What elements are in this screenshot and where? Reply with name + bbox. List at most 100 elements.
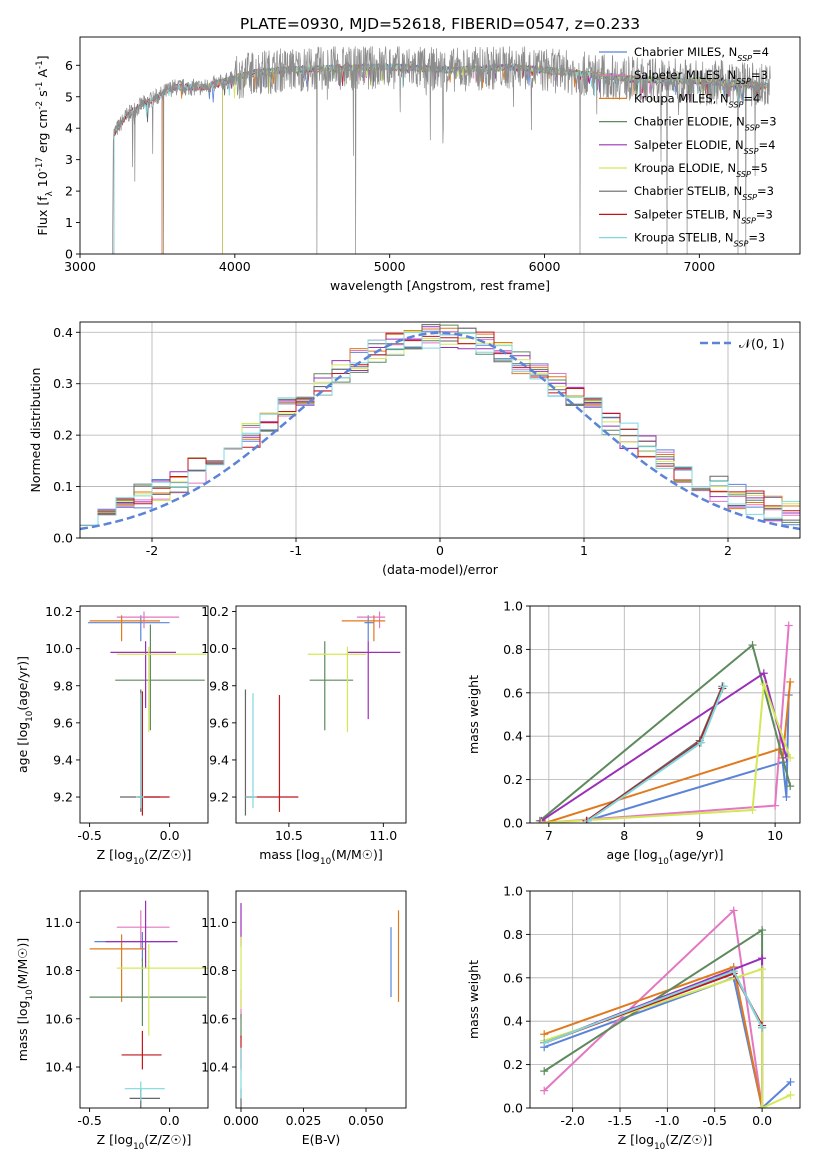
panel-mass-vs-metallicity: -0.5 0.0 10.4 10.6 10.8 11.0 Z [log10(Z/Z☉)] ma…: [15, 890, 209, 1152]
y-tick-label: 10.0: [201, 641, 229, 656]
y-tick-label: 9.2: [209, 790, 229, 805]
x-tick-label: 4000: [219, 259, 251, 274]
plot-area: [240, 903, 400, 1108]
x-tick-label: 3000: [64, 259, 96, 274]
y-tick-label: 0.2: [503, 772, 523, 787]
y-tick-label: 1.0: [503, 599, 523, 614]
panel-weight-vs-metallicity: -2.0 -1.5 -1.0 -0.5 0.0 0.0 0.2 0.4 0.6 0.8 1.0 Z […: [466, 884, 801, 1152]
mass-weight-series: [540, 906, 767, 1108]
y-tick-label: 0.0: [503, 1101, 523, 1116]
panel-mass-vs-ebv: 0.000 0.025 0.050 10.4 10.6 10.8 11.0 E(B-V): [201, 890, 407, 1147]
plot-area: [244, 611, 401, 816]
series-line: [541, 683, 792, 823]
x-tick-label: 10: [767, 828, 783, 843]
plot-area: [540, 906, 795, 1108]
y-tick-label: 9.8: [209, 678, 229, 693]
panel-age-vs-metallicity: -0.5 0.0 9.2 9.4 9.6 9.8 10.0 10.2 Z [log10(Z/Z☉…: [15, 604, 209, 867]
x-tick-label: -0.5: [703, 1113, 727, 1128]
plot-area: [80, 324, 800, 531]
y-tick-label: 9.2: [53, 790, 73, 805]
legend-label: Chabrier MILES, NSSP=4: [634, 45, 769, 63]
y-tick-label: 11.0: [201, 915, 229, 930]
y-tick-label: 9.8: [53, 678, 73, 693]
legend-label: 𝒩(0, 1): [739, 336, 785, 351]
legend-label: Kroupa STELIB, NSSP=3: [634, 231, 765, 249]
x-axis-label: Z [log10(Z/Z☉)]: [618, 1132, 713, 1152]
data-point-marker: [584, 816, 593, 823]
y-tick-label: 4: [65, 121, 73, 136]
errorbar-point: [88, 615, 170, 642]
y-axis-label: Normed distribution: [28, 368, 43, 493]
data-point-marker: [758, 1023, 767, 1032]
y-tick-label: 9.4: [209, 752, 229, 767]
y-tick-label: 0.4: [503, 729, 523, 744]
plot-area: [535, 621, 795, 823]
data-point-marker: [771, 801, 780, 810]
legend: 𝒩(0, 1): [700, 336, 785, 351]
x-tick-label: 10.5: [275, 828, 303, 843]
plot-area: [89, 900, 208, 1108]
errorbar-point: [116, 944, 208, 1036]
errorbar-point: [347, 641, 401, 720]
y-tick-label: 0.3: [53, 376, 73, 391]
x-tick-label: 9: [696, 828, 704, 843]
axes-frame: 3000 4000 5000 6000 7000 0 1 2 3 4 5 6 wavelength [A…: [35, 36, 801, 293]
axes-frame: -0.5 0.0 9.2 9.4 9.6 9.8 10.0 10.2 Z [log10(Z/Z☉…: [15, 604, 209, 867]
errorbar-point: [94, 931, 170, 961]
data-point-marker: [729, 967, 738, 976]
x-axis-label: (data-model)/error: [382, 562, 499, 577]
x-tick-label: 0.0: [160, 828, 180, 843]
axes-frame: -2 -1 0 1 2 0.0 0.1 0.2 0.3 0.4 (data-model)/error…: [28, 321, 801, 577]
errorbar-point: [116, 910, 170, 949]
y-tick-label: 2: [65, 184, 73, 199]
x-tick-label: 8: [620, 828, 628, 843]
x-tick-label: 7: [545, 828, 553, 843]
axes-frame: 10.5 11.0 9.2 9.4 9.6 9.8 10.0 10.2 mass [log10(…: [201, 604, 407, 867]
mass-weight-series: [535, 641, 795, 823]
y-tick-label: 0.4: [503, 1014, 523, 1029]
series-line: [541, 625, 790, 823]
data-point-marker: [759, 669, 768, 678]
y-tick-label: 1.0: [503, 884, 523, 899]
errorbar-point: [356, 611, 386, 629]
data-point-marker: [540, 1086, 549, 1095]
y-tick-label: 10.8: [201, 963, 229, 978]
axes-frame: -2.0 -1.5 -1.0 -0.5 0.0 0.0 0.2 0.4 0.6 0.8 1.0 Z […: [466, 884, 801, 1152]
y-tick-label: 0.2: [503, 1057, 523, 1072]
errorbar-point: [124, 1081, 165, 1101]
series-line: [543, 967, 791, 1108]
errorbar-point: [129, 1088, 160, 1108]
data-point-marker: [786, 753, 795, 762]
data-point-marker: [748, 805, 757, 814]
data-point-marker: [758, 954, 767, 963]
y-axis-label: mass weight: [466, 675, 481, 754]
y-tick-label: 10.0: [45, 641, 73, 656]
panel-residuals: -2 -1 0 1 2 0.0 0.1 0.2 0.3 0.4 (data-model)/error…: [28, 321, 801, 577]
y-axis-label: age [log10(age/yr)]: [15, 656, 35, 773]
legend-label: Kroupa MILES, NSSP=4: [634, 91, 760, 109]
errorbar-point: [136, 693, 144, 809]
data-point-marker: [786, 677, 795, 686]
data-point-marker: [697, 738, 706, 747]
y-tick-label: 10.6: [45, 1011, 73, 1026]
data-point-marker: [758, 965, 767, 974]
legend-label: Chabrier STELIB, NSSP=3: [634, 184, 774, 202]
errorbar-point: [116, 611, 180, 629]
series-line: [543, 908, 764, 1108]
y-tick-label: 0.6: [503, 685, 523, 700]
series-line: [539, 643, 792, 822]
axes-frame: 7 8 9 10 0.0 0.2 0.4 0.6 0.8 1.0 age [log10(age/yr…: [466, 599, 801, 867]
x-axis-label: age [log10(age/yr)]: [606, 847, 723, 867]
errorbar-point: [309, 641, 354, 731]
grid: [80, 322, 800, 539]
y-tick-label: 0.0: [503, 816, 523, 831]
errorbar-point: [307, 646, 367, 733]
data-point-marker: [748, 641, 757, 650]
errorbar-point: [115, 624, 205, 731]
x-tick-label: -0.5: [77, 1113, 101, 1128]
data-point-marker: [719, 682, 728, 691]
panel-weight-vs-age: 7 8 9 10 0.0 0.2 0.4 0.6 0.8 1.0 age [log10(age/yr…: [466, 599, 801, 867]
errorbar-point: [121, 1030, 162, 1070]
x-tick-label: 2: [724, 543, 732, 558]
